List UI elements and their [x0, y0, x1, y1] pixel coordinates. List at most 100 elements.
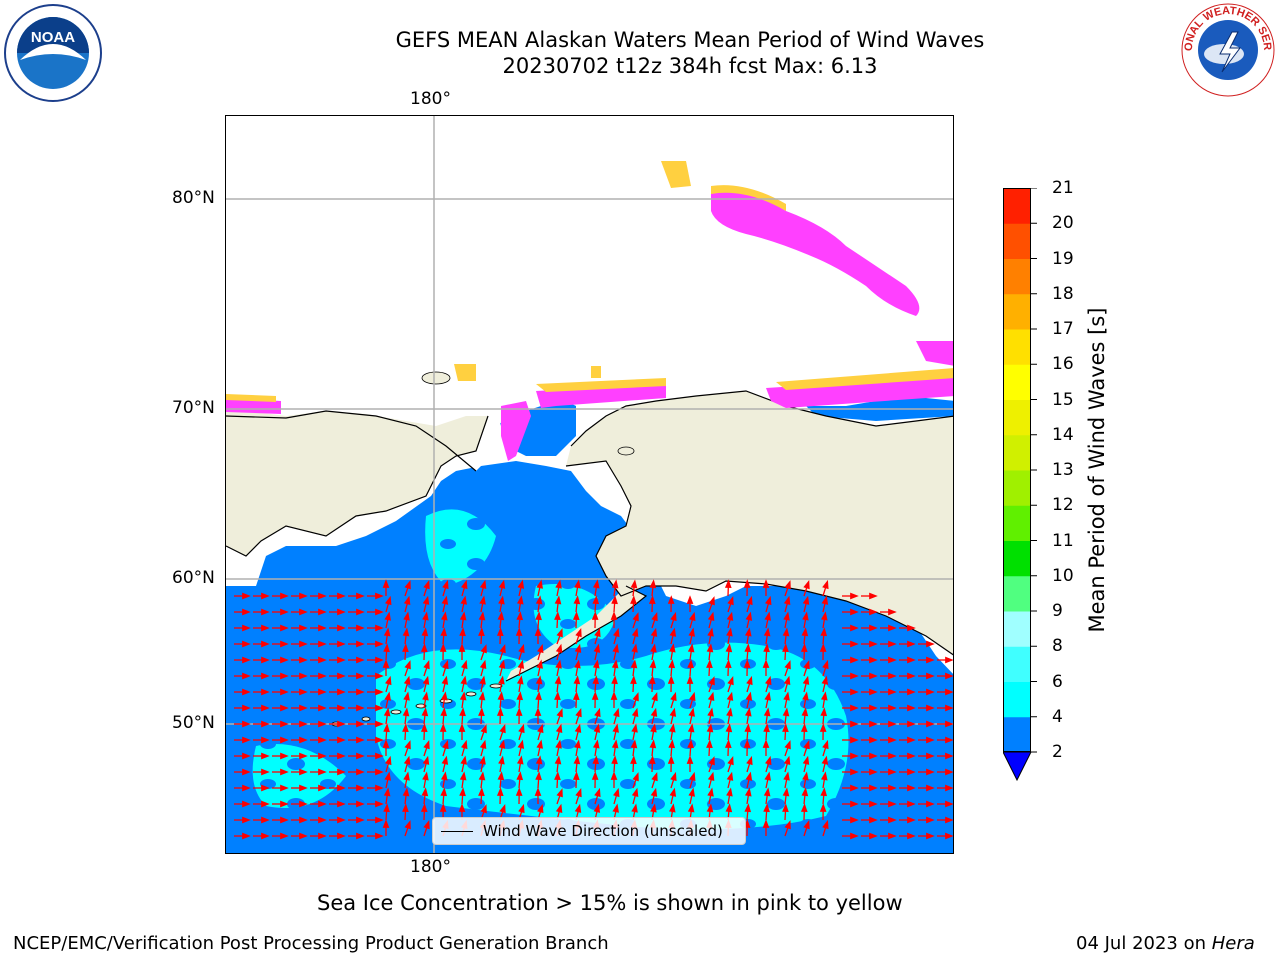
wind-wave-arrowhead [375, 720, 384, 728]
wind-wave-arrowhead [440, 627, 448, 637]
wind-wave-arrowhead [422, 611, 429, 621]
wind-wave-arrowhead [554, 771, 561, 781]
wind-wave-arrowhead [783, 611, 790, 621]
wind-wave-arrowhead [261, 784, 270, 792]
wind-wave-arrowhead [650, 787, 658, 797]
legend-label: Wind Wave Direction (unscaled) [483, 822, 723, 840]
wind-wave-arrowhead [821, 755, 829, 765]
wind-wave-arrowhead [803, 820, 810, 830]
wind-wave-arrowhead [402, 627, 410, 637]
wind-wave-arrowhead [261, 592, 270, 600]
chart-subtitle: 20230702 t12z 384h fcst Max: 6.13 [502, 54, 878, 78]
wind-wave-arrowhead [819, 643, 827, 652]
wind-wave-arrowhead [375, 624, 384, 632]
wind-wave-arrowhead [459, 611, 467, 621]
wind-wave-arrowhead [261, 640, 270, 648]
wind-wave-arrowhead [945, 800, 953, 808]
wind-wave-arrowhead [423, 580, 430, 590]
wind-wave-arrowhead [850, 800, 859, 808]
wind-wave-arrowhead [356, 608, 365, 616]
wind-wave-arrowhead [440, 771, 448, 781]
wind-wave-arrowhead [356, 752, 365, 760]
wind-wave-arrowhead [707, 707, 714, 717]
wind-wave-arrowhead [611, 675, 618, 685]
wind-wave-arrowhead [442, 579, 449, 590]
wind-wave-arrowhead [726, 691, 734, 701]
wind-wave-arrowhead [536, 659, 543, 669]
footer-left: NCEP/EMC/Verification Post Processing Pr… [13, 933, 609, 954]
wind-wave-arrowhead [745, 691, 753, 701]
wind-wave-arrowhead [707, 611, 715, 621]
wind-wave-arrowhead [337, 816, 346, 824]
wind-wave-arrowhead [669, 707, 677, 717]
wind-wave-arrowhead [318, 720, 327, 728]
wind-wave-arrowhead [375, 800, 384, 808]
wind-wave-arrowhead [439, 723, 447, 732]
wind-wave-arrowhead [458, 643, 466, 652]
wind-wave-arrowhead [743, 739, 751, 748]
wind-wave-arrowhead [727, 676, 734, 686]
wind-wave-arrowhead [242, 608, 251, 616]
wind-wave-arrowhead [299, 720, 308, 728]
wind-wave-arrowhead [536, 579, 543, 589]
colorbar-segment [1003, 293, 1031, 330]
wind-wave-arrowhead [926, 736, 935, 744]
wind-wave-arrowhead [537, 723, 544, 734]
wind-wave-arrowhead [575, 628, 582, 638]
wind-wave-arrowhead [706, 643, 714, 653]
colorbar-tick-label: 15 [1052, 389, 1074, 410]
wind-wave-arrowhead [575, 708, 582, 718]
wind-wave-arrowhead [784, 740, 791, 750]
wind-wave-arrowhead [442, 659, 449, 670]
wind-wave-arrowhead [337, 720, 346, 728]
wind-wave-arrowhead [535, 675, 543, 685]
wind-wave-arrowhead [650, 707, 658, 717]
wind-wave-arrowhead [478, 787, 485, 797]
wind-wave-arrowhead [667, 755, 675, 764]
wind-wave-arrowhead [800, 643, 808, 652]
wind-wave-arrowhead [802, 675, 810, 685]
wind-wave-arrowhead [708, 756, 715, 766]
wind-wave-arrowhead [888, 624, 897, 632]
wind-wave-arrowhead [648, 595, 656, 604]
wind-wave-arrowhead [385, 675, 392, 686]
wind-wave-arrowhead [441, 675, 449, 685]
wind-wave-arrowhead [850, 720, 859, 728]
wind-wave-arrowhead [765, 675, 772, 686]
wind-wave-arrowhead [337, 640, 346, 648]
wind-wave-arrowhead [356, 816, 365, 824]
wind-wave-arrowhead [850, 832, 859, 840]
map-canvas [226, 116, 953, 853]
wind-wave-arrowhead [499, 644, 506, 654]
wind-wave-arrowhead [907, 640, 916, 648]
footer-machine: Hera [1211, 933, 1255, 954]
wind-wave-arrowhead [573, 675, 581, 685]
wind-wave-arrowhead [689, 691, 696, 702]
wind-wave-arrowhead [763, 707, 771, 717]
wind-wave-arrowhead [299, 768, 308, 776]
wind-wave-arrowhead [591, 771, 599, 780]
wind-wave-arrowhead [280, 640, 289, 648]
wind-wave-arrowhead [572, 691, 580, 700]
wind-wave-arrowhead [926, 640, 935, 648]
wind-wave-arrowhead [744, 803, 752, 813]
wind-wave-arrowhead [459, 691, 467, 701]
wind-wave-arrowhead [592, 675, 600, 685]
wind-wave-arrowhead [261, 768, 270, 776]
wind-wave-arrowhead [706, 739, 713, 749]
wind-wave-arrowhead [743, 659, 751, 668]
wind-wave-arrowhead [299, 736, 308, 744]
wind-wave-arrowhead [422, 691, 429, 701]
wind-wave-arrowhead [479, 579, 487, 589]
wind-wave-arrowhead [706, 659, 713, 669]
wind-wave-arrowhead [280, 832, 289, 840]
wind-wave-arrowhead [572, 611, 580, 620]
wind-wave-arrowhead [592, 739, 600, 749]
map-legend: Wind Wave Direction (unscaled) [432, 817, 746, 845]
wind-wave-arrowhead [337, 784, 346, 792]
wind-wave-arrowhead [535, 755, 543, 765]
wind-wave-arrowhead [440, 787, 448, 797]
colorbar-tick-label: 2 [1052, 742, 1063, 762]
wind-wave-arrowhead [945, 656, 953, 664]
wind-wave-arrowhead [802, 755, 810, 765]
